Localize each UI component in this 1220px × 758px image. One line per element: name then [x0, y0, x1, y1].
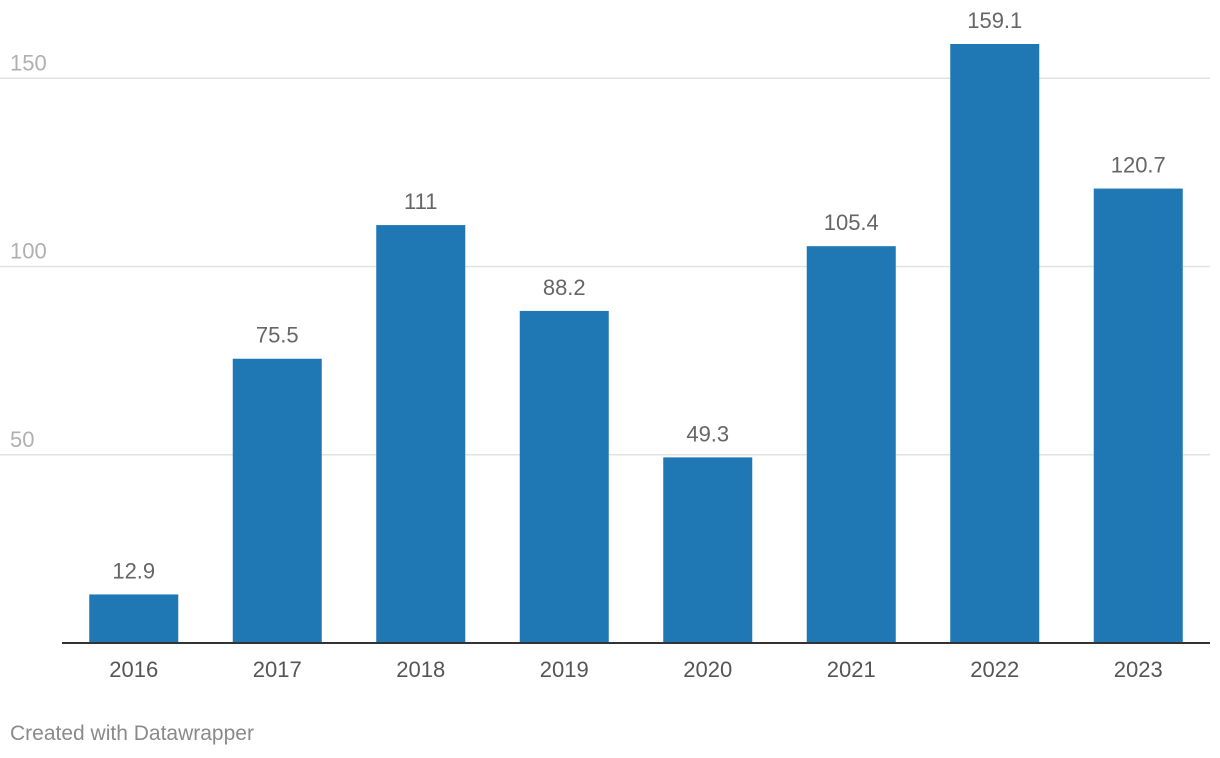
data-label-2021: 105.4: [824, 210, 879, 235]
bar-2016: [89, 594, 179, 643]
y-tick-label-150: 150: [10, 50, 47, 75]
bar-2018: [376, 225, 466, 643]
data-label-2020: 49.3: [686, 421, 729, 446]
footer-credit: Created with Datawrapper: [10, 722, 254, 745]
x-tick-label-2023: 2023: [1114, 657, 1163, 682]
labels: 50 100 150 12.9 2016 75.5 2017 111 2018 88.2 2019 4…: [10, 8, 1166, 682]
data-label-2017: 75.5: [256, 323, 299, 348]
data-label-2022: 159.1: [967, 8, 1022, 33]
data-label-2018: 111: [404, 189, 437, 214]
x-tick-label-2022: 2022: [970, 657, 1019, 682]
x-tick-label-2017: 2017: [253, 657, 302, 682]
data-label-2023: 120.7: [1111, 153, 1166, 178]
x-tick-label-2016: 2016: [109, 657, 158, 682]
x-tick-label-2021: 2021: [827, 657, 876, 682]
data-label-2016: 12.9: [112, 558, 155, 583]
data-label-2019: 88.2: [543, 275, 586, 300]
x-tick-label-2020: 2020: [683, 657, 732, 682]
x-tick-label-2019: 2019: [540, 657, 589, 682]
bars: [89, 43, 1183, 643]
y-tick-label-100: 100: [10, 239, 47, 264]
bar-2019: [519, 310, 609, 643]
bar-2020: [663, 457, 753, 643]
bar-2023: [1093, 188, 1183, 643]
bar-2021: [806, 246, 896, 643]
y-tick-label-50: 50: [10, 427, 34, 452]
bar-2017: [232, 358, 322, 643]
x-tick-label-2018: 2018: [396, 657, 445, 682]
bar-2022: [950, 43, 1040, 643]
